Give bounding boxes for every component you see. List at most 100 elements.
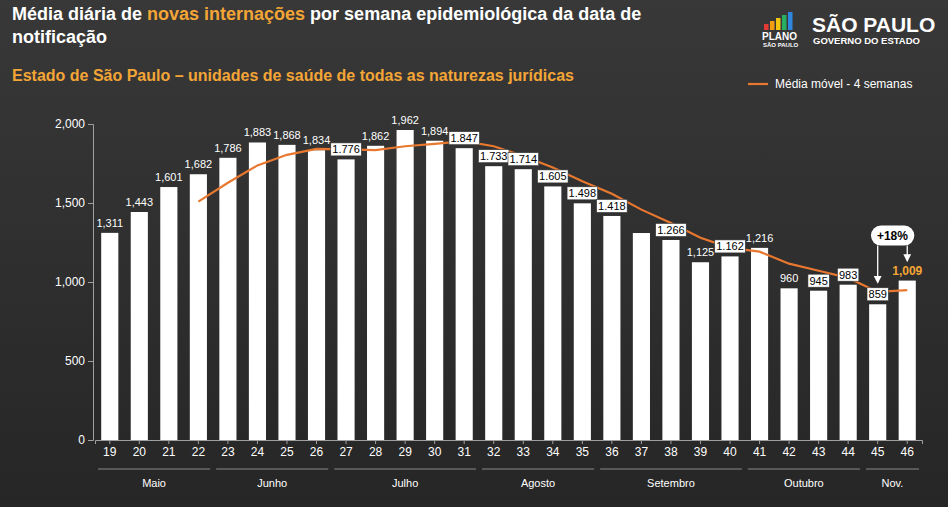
x-tick-mark (198, 440, 199, 444)
x-tick-label: 42 (782, 445, 796, 459)
bar (219, 158, 236, 440)
x-tick-label: 22 (192, 445, 206, 459)
data-label-text: 1.418 (598, 200, 626, 212)
data-label-text: 859 (869, 288, 887, 300)
bar (810, 291, 827, 440)
x-group-label: Agosto (521, 477, 555, 489)
data-label-text: 1,311 (96, 217, 123, 229)
x-tick: 20 (133, 440, 147, 459)
x-tick: 34 (546, 440, 560, 459)
data-label-text: 1.776 (332, 143, 360, 155)
moving-average-line (198, 141, 907, 292)
x-tick-mark (375, 440, 376, 444)
logo-text: PLANO (762, 31, 797, 42)
x-tick: 28 (369, 440, 383, 459)
logo-icon (776, 18, 781, 30)
x-tick-mark (670, 440, 671, 444)
bar (692, 262, 709, 440)
x-tick: 42 (782, 440, 796, 459)
logos: PLANOSÃO PAULOSÃO PAULOGOVERNO DO ESTADO (762, 12, 935, 48)
x-tick-label: 23 (221, 445, 235, 459)
annotation-arrow (907, 246, 908, 261)
x-tick: 30 (428, 440, 442, 459)
x-tick: 19 (103, 440, 117, 459)
bar (840, 285, 857, 440)
x-group-line (600, 468, 742, 469)
x-tick-label: 41 (753, 445, 767, 459)
x-axis: 1920212223242526272829303132333435363738… (96, 440, 923, 459)
x-tick-mark (818, 440, 819, 444)
data-label-text: 983 (839, 269, 857, 281)
y-tick-mark (88, 124, 93, 125)
x-tick: 44 (841, 440, 855, 459)
data-label: 1.266 (656, 223, 687, 236)
data-label-box (656, 223, 687, 236)
data-label-text: 1,834 (303, 134, 331, 146)
bar (337, 159, 354, 440)
bar (426, 141, 443, 440)
x-tick: 26 (310, 440, 324, 459)
x-tick-mark (582, 440, 583, 444)
x-tick: 32 (487, 440, 501, 459)
data-label-text: 1,601 (155, 171, 183, 183)
data-label-text: 1.498 (569, 187, 597, 199)
x-tick: 40 (723, 440, 737, 459)
annotation-text: +18% (877, 229, 908, 243)
bar (101, 233, 118, 440)
bar (781, 288, 798, 440)
x-tick-label: 28 (369, 445, 383, 459)
y-tick: 0 (78, 433, 93, 447)
chart-subtitle: Estado de São Paulo – unidades de saúde … (12, 67, 574, 85)
data-label-text: 1,894 (421, 125, 449, 137)
x-tick-label: 45 (871, 445, 885, 459)
data-label-box (808, 274, 829, 287)
y-tick-label: 500 (65, 354, 85, 368)
x-tick-label: 43 (812, 445, 826, 459)
x-tick-label: 34 (546, 445, 560, 459)
bar (515, 169, 532, 440)
logo-text: GOVERNO DO ESTADO (813, 35, 920, 46)
x-tick-label: 31 (458, 445, 472, 459)
data-label: 1,786 (214, 142, 242, 154)
data-label-text: 1,868 (273, 129, 301, 141)
data-label: 1,682 (185, 158, 213, 170)
bar (131, 212, 148, 440)
data-label: 1,443 (126, 196, 154, 208)
y-axis-line (88, 125, 94, 441)
x-tick-label: 32 (487, 445, 501, 459)
x-tick-mark (405, 440, 406, 444)
x-tick: 35 (576, 440, 590, 459)
data-label: 1.847 (449, 132, 480, 145)
data-label-box (449, 132, 480, 145)
y-tick: 2,000 (55, 117, 93, 131)
bar (367, 146, 384, 440)
x-tick: 23 (221, 440, 235, 459)
logo-text: SÃO PAULO (812, 13, 935, 36)
background (0, 0, 948, 507)
x-tick: 31 (458, 440, 472, 459)
x-groups: MaioJunhoJulhoAgostoSetembroOutubroNov. (98, 469, 919, 489)
data-label: 1.776 (331, 143, 362, 156)
y-tick-label: 1,000 (55, 275, 85, 289)
bar (160, 187, 177, 440)
data-label: 1,868 (273, 129, 301, 141)
x-tick-mark (523, 440, 524, 444)
data-label-box (331, 143, 362, 156)
x-group-label: Maio (142, 477, 166, 489)
data-label-box (867, 288, 888, 301)
bar (633, 233, 650, 440)
data-label: 859 (867, 288, 888, 301)
y-axis: 05001,0001,5002,000 (55, 117, 94, 447)
x-tick: 43 (812, 440, 826, 459)
data-label-text: 1.714 (510, 153, 538, 165)
x-tick-mark (759, 440, 760, 444)
x-tick-label: 25 (280, 445, 294, 459)
x-tick-label: 30 (428, 445, 442, 459)
legend-swatch (748, 83, 768, 85)
annotation-badge (871, 226, 914, 246)
y-tick: 1,000 (55, 275, 93, 289)
y-tick: 500 (65, 354, 93, 368)
y-tick-mark (88, 361, 93, 362)
x-tick-mark (257, 440, 258, 444)
x-tick-mark (907, 440, 908, 444)
